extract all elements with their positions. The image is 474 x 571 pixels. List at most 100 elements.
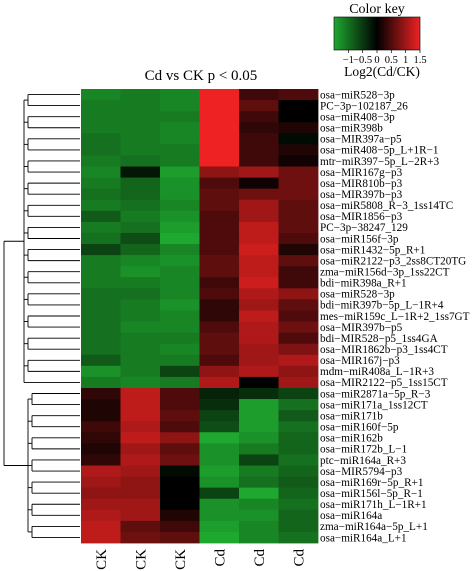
color-key-tick-label: −1 <box>343 55 354 66</box>
heatmap-cell <box>81 299 121 311</box>
row-label: osa−MIR5794−p3 <box>320 466 403 478</box>
heatmap-cell <box>160 454 200 466</box>
heatmap-cell <box>199 399 240 411</box>
heatmap-cell <box>160 210 200 223</box>
heatmap-cell <box>239 343 279 356</box>
heatmap-cell <box>278 376 319 389</box>
heatmap-cell <box>278 310 319 322</box>
heatmap-cell <box>199 476 240 489</box>
row-label: osa−MIR397a−p5 <box>320 134 402 146</box>
heatmap-cell <box>239 155 279 167</box>
heatmap-cell <box>160 520 200 533</box>
heatmap-cell <box>278 476 319 489</box>
heatmap-cell <box>278 232 319 245</box>
heatmap-cell <box>160 410 200 422</box>
heatmap-cell <box>120 266 161 278</box>
heatmap-cell <box>81 266 121 278</box>
heatmap-cell <box>239 244 279 256</box>
heatmap-cell <box>160 487 200 500</box>
heatmap-cell <box>199 244 240 256</box>
heatmap-cell <box>199 277 240 289</box>
heatmap-cell <box>199 232 240 245</box>
heatmap-cell <box>81 310 121 322</box>
heatmap-cell <box>120 476 161 489</box>
heatmap-cell <box>199 199 240 212</box>
heatmap-cell <box>278 155 319 167</box>
heatmap-cell <box>120 365 161 378</box>
heatmap-cell <box>278 487 319 500</box>
heatmap-cell <box>199 365 240 378</box>
column-label: CK <box>173 549 189 570</box>
column-label: Cd <box>212 549 228 567</box>
heatmap-cell <box>278 299 319 311</box>
heatmap-cell <box>81 244 121 256</box>
heatmap-cell <box>199 487 240 500</box>
heatmap-cell <box>81 399 121 411</box>
heatmap-cell <box>120 177 161 190</box>
heatmap-cell <box>199 354 240 367</box>
heatmap-cell <box>278 111 319 123</box>
heatmap-cell <box>120 332 161 345</box>
heatmap-cell <box>120 144 161 156</box>
heatmap-cell <box>199 122 240 134</box>
heatmap-cell <box>120 288 161 300</box>
heatmap-cell <box>239 421 279 433</box>
row-label: osa−MIR167g−p3 <box>320 167 403 179</box>
row-label: osa−miR528−3p <box>320 289 395 301</box>
heatmap-cell <box>160 122 200 134</box>
chart-title: Cd vs CK p < 0.05 <box>145 68 258 84</box>
heatmap-cell <box>81 232 121 245</box>
row-label: osa−MIR397b−p5 <box>320 322 403 334</box>
row-label: zma−miR164a−5p_L+1 <box>320 521 428 533</box>
heatmap-cell <box>120 509 161 522</box>
heatmap-cell <box>199 299 240 311</box>
heatmap-cell <box>278 144 319 156</box>
heatmap-cell <box>199 520 240 533</box>
heatmap-cell <box>239 210 279 223</box>
heatmap-cell <box>239 498 279 511</box>
heatmap-cell <box>199 376 240 389</box>
heatmap-cell <box>199 498 240 511</box>
heatmap-cell <box>120 531 161 544</box>
color-key-title: Color key <box>349 2 405 17</box>
row-label: osa−miR156f−3p <box>320 233 399 245</box>
heatmap-cell <box>239 299 279 311</box>
row-label: PC−3p−38247_129 <box>320 222 408 234</box>
heatmap-cell <box>81 354 121 367</box>
heatmap-cell <box>239 177 279 190</box>
row-label: osa−miR528−3p <box>320 89 395 101</box>
color-key-tick-label: 0.5 <box>385 55 398 66</box>
heatmap-cell <box>278 498 319 511</box>
heatmap-cell <box>120 299 161 311</box>
heatmap-cell <box>239 531 279 544</box>
color-key-ticks: −1 −0.5 0 0.5 1 1.5 <box>343 50 427 66</box>
row-label: osa−miR156l−5p_R−1 <box>320 488 423 500</box>
color-key-tick-label: 1 <box>403 55 408 66</box>
heatmap-cell <box>120 387 161 400</box>
row-label: mdm−miR408a_L−1R+3 <box>320 366 434 378</box>
heatmap-cell <box>160 498 200 511</box>
heatmap-cell <box>81 288 121 300</box>
heatmap-cell <box>160 365 200 378</box>
heatmap-cell <box>160 443 200 455</box>
row-label: ptc−miR164a_R+3 <box>320 455 406 467</box>
heatmap-cell <box>160 100 200 112</box>
heatmap-cell <box>120 232 161 245</box>
heatmap-cell <box>81 454 121 466</box>
heatmap-cell <box>278 122 319 134</box>
heatmap-cell <box>278 343 319 356</box>
heatmap-cell <box>199 465 240 477</box>
heatmap-cell <box>278 520 319 533</box>
heatmap-cell <box>239 321 279 334</box>
heatmap-cell <box>120 166 161 178</box>
heatmap-cell <box>81 387 121 400</box>
row-label: osa−MIR810b−p3 <box>320 178 403 190</box>
heatmap-cell <box>199 310 240 322</box>
heatmap-cell <box>120 255 161 267</box>
heatmap-cell <box>160 266 200 278</box>
heatmap-cell <box>160 476 200 489</box>
heatmap-cell <box>120 443 161 455</box>
heatmap-cell <box>278 266 319 278</box>
heatmap-cell <box>239 89 279 101</box>
heatmap-cell <box>160 465 200 477</box>
